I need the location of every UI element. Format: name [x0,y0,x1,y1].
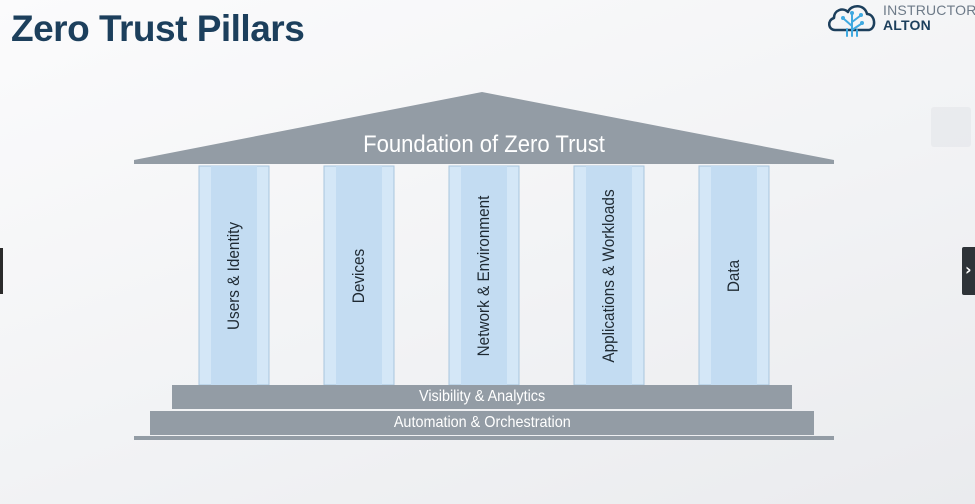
chevron-right-icon: › [965,260,972,279]
temple-roof [134,92,834,160]
brand: INSTRUCTOR ALTON [825,0,975,40]
step-automation-orchestration [150,411,814,435]
previous-slide-tab[interactable] [0,248,3,294]
temple-floor-line [134,436,834,440]
next-slide-tab[interactable]: › [962,247,975,295]
pillar-label-devices: Devices [349,248,368,304]
roof-label: Foundation of Zero Trust [363,131,605,158]
step-label-visibility-analytics: Visibility & Analytics [418,388,546,405]
slide-overlay-button[interactable] [931,107,971,147]
brand-line-instructor: INSTRUCTOR [883,2,975,18]
pillar-label-network-environment: Network & Environment [474,195,493,357]
pillar-users-identity [198,165,270,386]
pillar-label-data: Data [724,259,743,293]
roof-beam [134,160,834,164]
pillar-label-users-identity: Users & Identity [224,222,243,330]
pillar-devices [323,165,395,386]
pillar-applications-workloads [573,165,645,386]
step-visibility-analytics [172,385,792,409]
pillar-label-applications-workloads: Applications & Workloads [599,189,618,363]
slide-title: Zero Trust Pillars [11,8,305,49]
cloud-circuit-tree-icon [828,5,876,37]
brand-line-alton: ALTON [883,17,931,33]
pillar-data [698,165,770,386]
step-label-automation-orchestration: Automation & Orchestration [393,414,571,431]
pillar-network-environment [448,165,520,386]
